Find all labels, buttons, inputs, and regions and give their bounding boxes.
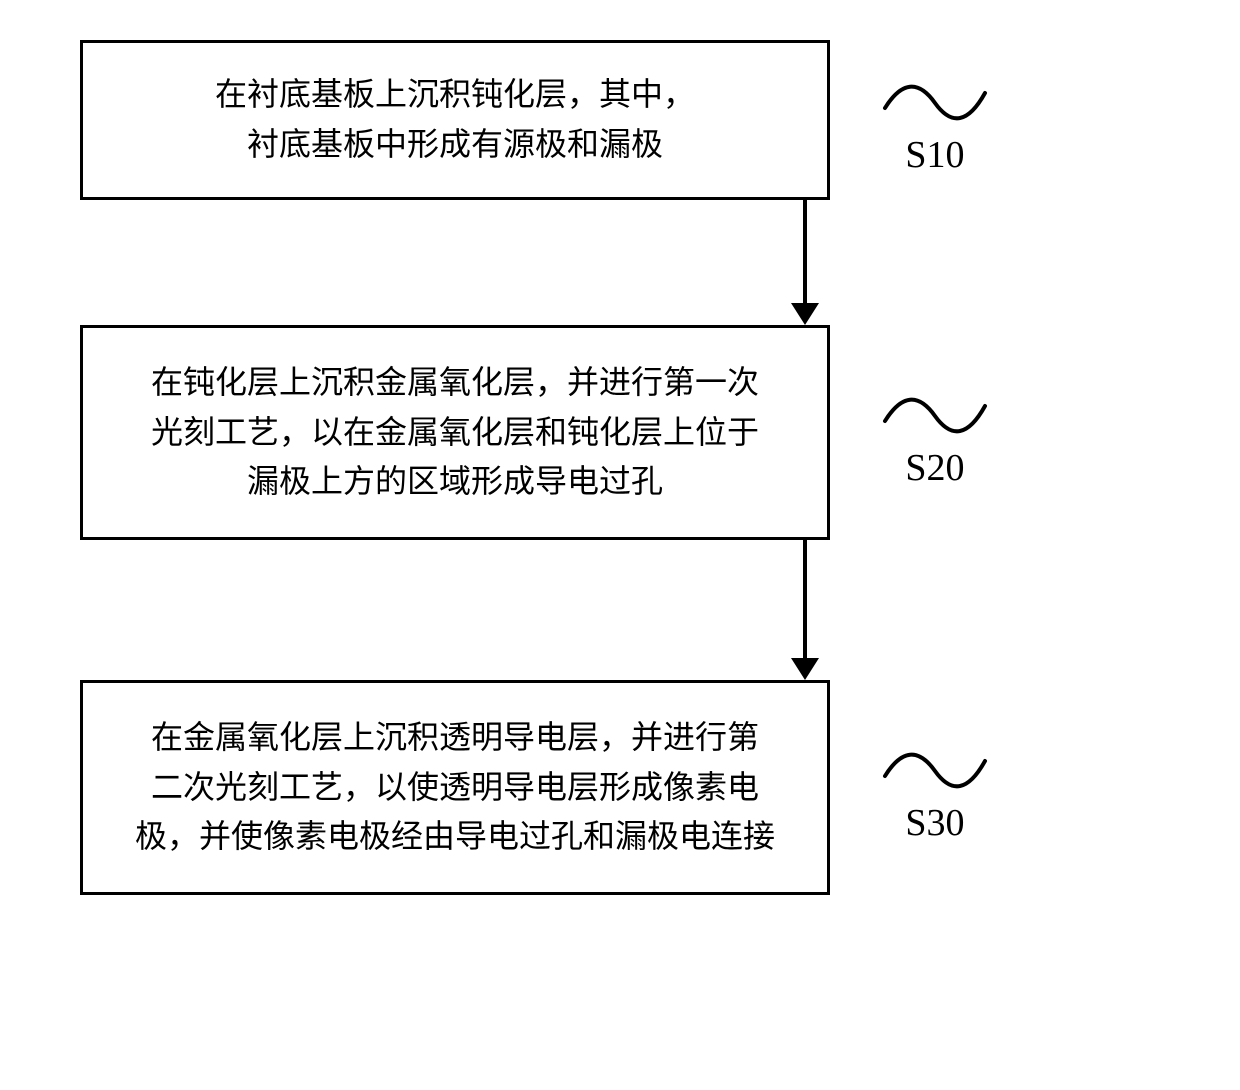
step-text-line: 漏极上方的区域形成导电过孔 <box>247 457 663 507</box>
step-connector-s30: S30 <box>880 731 990 845</box>
step-row-s30: 在金属氧化层上沉积透明导电层，并进行第 二次光刻工艺，以使透明导电层形成像素电 … <box>80 680 1160 895</box>
step-label-s20: S20 <box>905 446 964 490</box>
flowchart-container: 在衬底基板上沉积钝化层，其中， 衬底基板中形成有源极和漏极 S10 在钝化层上沉… <box>80 40 1160 895</box>
step-box-s30: 在金属氧化层上沉积透明导电层，并进行第 二次光刻工艺，以使透明导电层形成像素电 … <box>80 680 830 895</box>
step-row-s20: 在钝化层上沉积金属氧化层，并进行第一次 光刻工艺，以在金属氧化层和钝化层上位于 … <box>80 325 1160 540</box>
step-box-s20: 在钝化层上沉积金属氧化层，并进行第一次 光刻工艺，以在金属氧化层和钝化层上位于 … <box>80 325 830 540</box>
arrow-down-icon <box>449 540 1160 680</box>
step-row-s10: 在衬底基板上沉积钝化层，其中， 衬底基板中形成有源极和漏极 S10 <box>80 40 1160 200</box>
step-text-line: 在钝化层上沉积金属氧化层，并进行第一次 <box>151 358 759 408</box>
wave-icon <box>880 63 990 133</box>
step-text-line: 光刻工艺，以在金属氧化层和钝化层上位于 <box>151 408 759 458</box>
step-box-s10: 在衬底基板上沉积钝化层，其中， 衬底基板中形成有源极和漏极 <box>80 40 830 200</box>
step-text-line: 在金属氧化层上沉积透明导电层，并进行第 <box>151 713 759 763</box>
step-text-line: 在衬底基板上沉积钝化层，其中， <box>215 70 695 120</box>
step-text-line: 极，并使像素电极经由导电过孔和漏极电连接 <box>135 812 775 862</box>
wave-icon <box>880 376 990 446</box>
arrow-down-icon <box>449 200 1160 325</box>
step-connector-s10: S10 <box>880 63 990 177</box>
wave-icon <box>880 731 990 801</box>
step-label-s10: S10 <box>905 133 964 177</box>
step-connector-s20: S20 <box>880 376 990 490</box>
step-text-line: 二次光刻工艺，以使透明导电层形成像素电 <box>151 763 759 813</box>
step-label-s30: S30 <box>905 801 964 845</box>
step-text-line: 衬底基板中形成有源极和漏极 <box>247 120 663 170</box>
